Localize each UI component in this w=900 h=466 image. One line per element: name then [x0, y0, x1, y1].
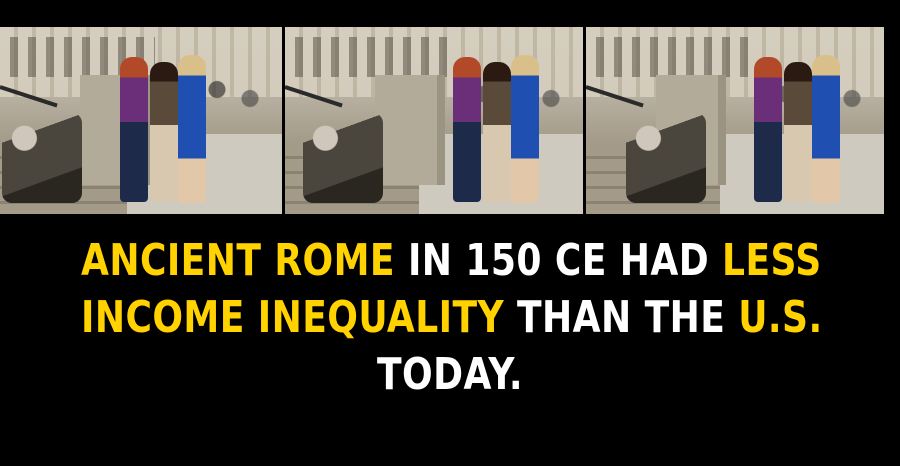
caption-line-3: TODAY.	[81, 346, 819, 403]
seated-man	[303, 113, 383, 203]
photo-panel-1	[0, 27, 282, 214]
photo-panel-3	[586, 27, 884, 214]
highlight-text: U.S.	[738, 292, 823, 343]
seated-man	[626, 113, 706, 203]
photo-panel-2	[285, 27, 583, 214]
highlight-text: LESS	[722, 235, 822, 286]
caption-text: IN 150 CE HAD	[394, 235, 723, 286]
woman-2	[150, 62, 178, 202]
woman-1	[120, 57, 148, 202]
caption-text: TODAY.	[376, 349, 524, 400]
woman-2	[784, 62, 812, 202]
highlight-text: INCOME INEQUALITY	[81, 292, 505, 343]
caption-line-2: INCOME INEQUALITY THAN THE U.S.	[81, 289, 823, 346]
seated-man	[2, 113, 82, 203]
woman-1	[754, 57, 782, 202]
woman-3	[178, 55, 206, 203]
woman-2	[483, 62, 511, 202]
woman-3	[511, 55, 539, 203]
caption-text: THAN THE	[504, 292, 739, 343]
woman-1	[453, 57, 481, 202]
caption-line-1: ANCIENT ROME IN 150 CE HAD LESS	[81, 232, 822, 289]
woman-3	[812, 55, 840, 203]
photo-strip	[0, 27, 900, 214]
highlight-text: ANCIENT ROME	[81, 235, 395, 286]
caption: ANCIENT ROME IN 150 CE HAD LESS INCOME I…	[81, 232, 823, 403]
